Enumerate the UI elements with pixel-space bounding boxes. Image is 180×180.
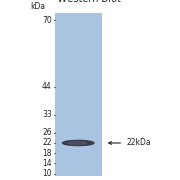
Text: 26: 26 [42, 128, 52, 137]
Text: kDa: kDa [30, 3, 45, 12]
Text: 22kDa: 22kDa [126, 138, 151, 147]
Ellipse shape [68, 142, 87, 144]
Text: 10: 10 [42, 169, 52, 178]
Text: 70: 70 [42, 16, 52, 25]
Text: 44: 44 [42, 82, 52, 91]
Text: 33: 33 [42, 110, 52, 119]
Bar [55, 13, 102, 176]
Text: Western Blot: Western Blot [58, 0, 122, 4]
Text: 18: 18 [42, 149, 52, 158]
Text: 14: 14 [42, 159, 52, 168]
Ellipse shape [63, 140, 94, 146]
Text: 22: 22 [42, 138, 52, 147]
